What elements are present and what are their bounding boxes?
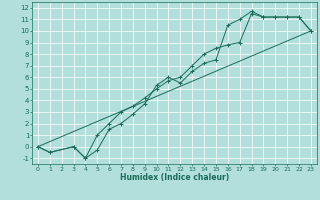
X-axis label: Humidex (Indice chaleur): Humidex (Indice chaleur)	[120, 173, 229, 182]
